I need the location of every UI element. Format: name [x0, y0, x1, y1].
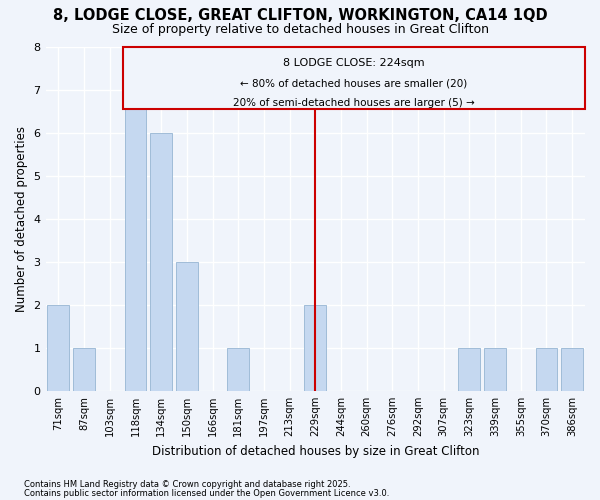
Text: Contains HM Land Registry data © Crown copyright and database right 2025.: Contains HM Land Registry data © Crown c…: [24, 480, 350, 489]
Bar: [561, 348, 583, 391]
Y-axis label: Number of detached properties: Number of detached properties: [15, 126, 28, 312]
Text: 8 LODGE CLOSE: 224sqm: 8 LODGE CLOSE: 224sqm: [283, 58, 425, 68]
Bar: [125, 90, 146, 391]
Bar: [73, 348, 95, 391]
Text: Contains public sector information licensed under the Open Government Licence v3: Contains public sector information licen…: [24, 488, 389, 498]
Text: Size of property relative to detached houses in Great Clifton: Size of property relative to detached ho…: [112, 22, 488, 36]
Text: ← 80% of detached houses are smaller (20): ← 80% of detached houses are smaller (20…: [240, 79, 467, 89]
Bar: [536, 348, 557, 391]
Bar: [458, 348, 481, 391]
Bar: [227, 348, 249, 391]
Bar: [176, 262, 198, 391]
X-axis label: Distribution of detached houses by size in Great Clifton: Distribution of detached houses by size …: [152, 444, 479, 458]
Bar: [484, 348, 506, 391]
Text: 20% of semi-detached houses are larger (5) →: 20% of semi-detached houses are larger (…: [233, 98, 475, 108]
Bar: [150, 132, 172, 391]
Text: 8, LODGE CLOSE, GREAT CLIFTON, WORKINGTON, CA14 1QD: 8, LODGE CLOSE, GREAT CLIFTON, WORKINGTO…: [53, 8, 547, 22]
FancyBboxPatch shape: [122, 46, 585, 109]
Bar: [47, 305, 70, 391]
Bar: [304, 305, 326, 391]
